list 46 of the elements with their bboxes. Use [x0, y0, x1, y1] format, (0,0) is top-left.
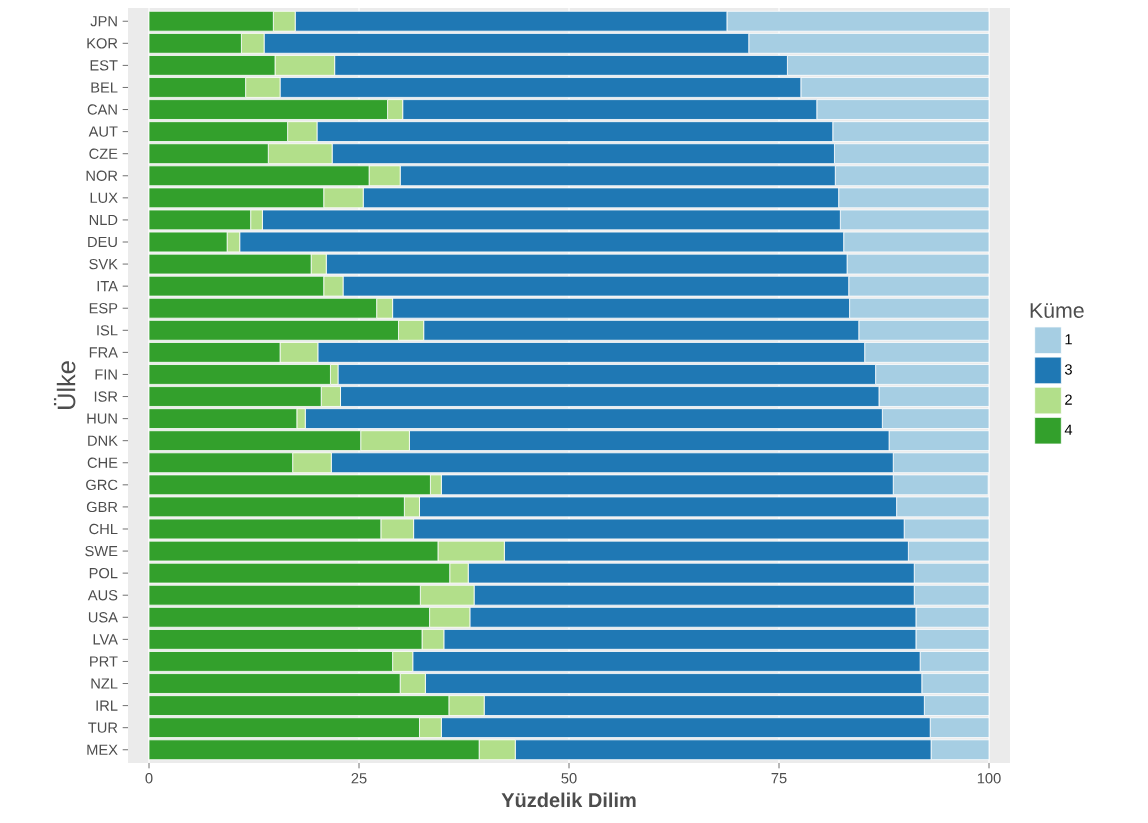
y-tick-label: POL [89, 567, 118, 579]
y-tick-label: MEX [87, 744, 118, 755]
y-tick-label: JPN [90, 16, 117, 27]
legend-label: 3 [1064, 364, 1072, 375]
y-tick-label: BEL [91, 82, 118, 93]
y-tick-label: AUS [87, 590, 118, 601]
y-tick-label: CZE [89, 148, 118, 159]
y-tick-label: ESP [89, 303, 118, 314]
y-tick-label: CHE [87, 457, 118, 468]
y-tick-label: NZL [91, 678, 118, 689]
x-tick-label: 25 [351, 773, 367, 784]
y-tick-label: CAN [87, 104, 117, 115]
y-tick-label: ITA [97, 281, 118, 292]
y-tick-label: LVA [93, 634, 118, 645]
y-tick-label: HUN [87, 413, 117, 424]
y-axis-title: Ülke [53, 361, 76, 409]
y-tick-label: ISR [94, 391, 118, 402]
y-tick-label: USA [88, 612, 118, 623]
legend-label: 1 [1065, 334, 1072, 345]
x-axis-title: Yüzdelik Dilim [501, 792, 636, 808]
y-tick-label: PRT [90, 656, 118, 667]
y-tick-label: FRA [89, 347, 118, 358]
y-tick-label: KOR [87, 38, 118, 49]
y-tick-label: NOR [86, 170, 118, 181]
y-tick-label: AUT [88, 126, 118, 137]
y-tick-label: NLD [89, 214, 118, 225]
legend-title: Küme [1030, 303, 1084, 319]
y-tick-label: SWE [85, 545, 118, 557]
legend-label: 4 [1064, 424, 1073, 435]
x-tick-label: 75 [771, 773, 787, 784]
y-tick-label: IRL [96, 700, 118, 711]
x-tick-label: 100 [977, 773, 1001, 784]
y-tick-label: DEU [88, 236, 117, 248]
x-tick-label: 50 [561, 773, 577, 784]
y-tick-label: LUX [90, 192, 118, 203]
y-tick-label: SVK [89, 258, 118, 270]
legend-label: 2 [1065, 394, 1072, 405]
y-tick-label: CHL [89, 523, 118, 535]
x-tick-label: 0 [145, 773, 153, 784]
y-tick-label: FIN [95, 369, 117, 380]
y-tick-label: TUR [88, 722, 118, 733]
y-tick-label: DNK [88, 435, 118, 446]
y-tick-label: ISL [97, 325, 118, 336]
y-tick-label: GRC [86, 479, 118, 491]
y-tick-label: EST [90, 60, 118, 71]
y-tick-label: GBR [86, 501, 118, 513]
